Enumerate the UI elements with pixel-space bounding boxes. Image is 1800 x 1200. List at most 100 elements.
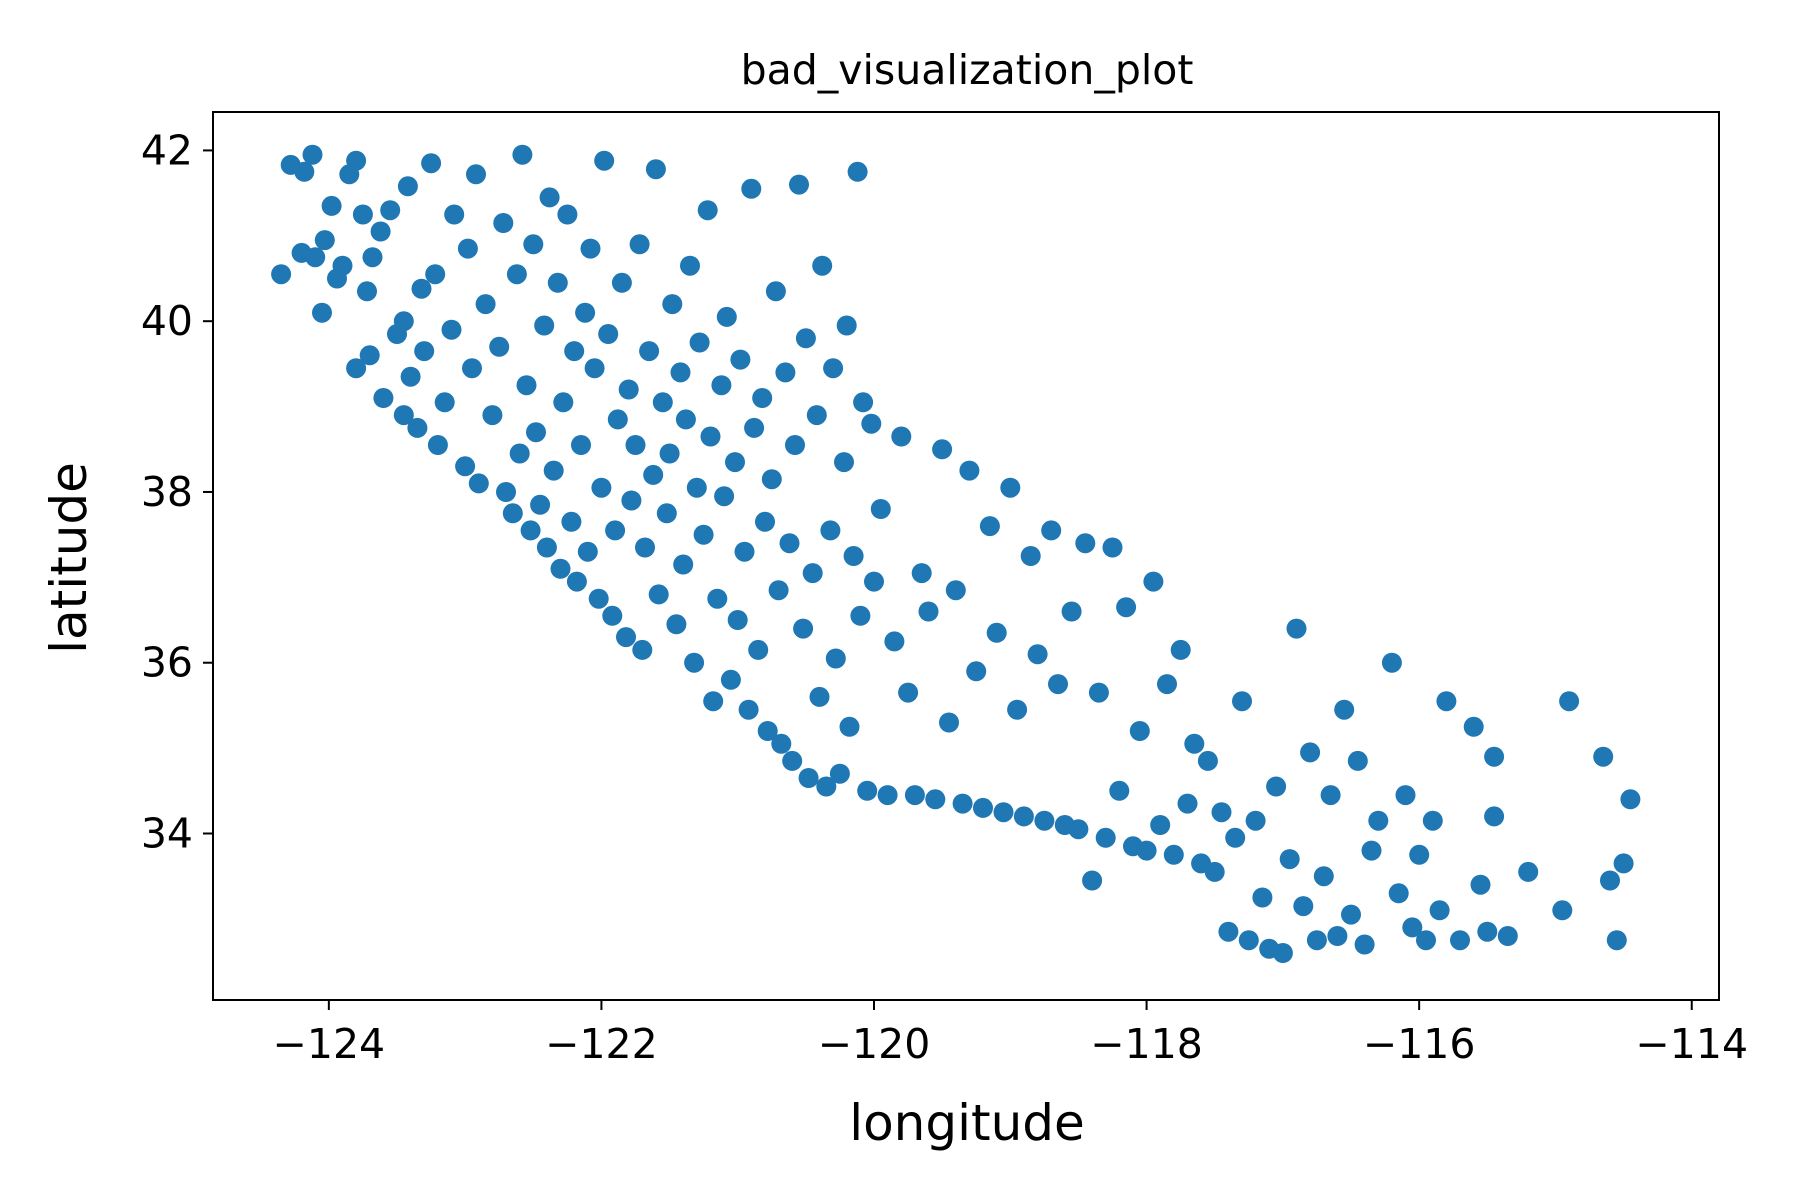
scatter-point [703, 691, 724, 712]
scatter-point [564, 341, 585, 362]
scatter-point [1354, 934, 1375, 955]
scatter-point [1395, 785, 1416, 806]
scatter-point [812, 255, 833, 276]
scatter-point [462, 358, 482, 379]
scatter-point [425, 264, 446, 285]
scatter-point [1313, 866, 1334, 887]
scatter-point [1177, 793, 1198, 814]
scatter-point [332, 255, 353, 276]
scatter-point [496, 482, 516, 502]
scatter-point [752, 388, 773, 408]
scatter-point [716, 306, 737, 327]
scatter-point [1436, 691, 1457, 712]
scatter-point [680, 255, 700, 276]
scatter-point [714, 486, 735, 507]
scatter-point [782, 750, 803, 771]
scatter-point [1238, 930, 1259, 951]
scatter-point [793, 618, 814, 639]
scatter-point [373, 388, 394, 408]
scatter-point [1048, 674, 1068, 695]
scatter-point [362, 247, 383, 268]
scatter-point [1327, 926, 1348, 946]
y-axis-ticks: 34 36 38 40 42 [141, 126, 213, 858]
scatter-point [321, 195, 342, 216]
y-tick-label: 36 [141, 639, 193, 687]
scatter-point [1150, 815, 1171, 835]
scatter-point [543, 460, 564, 481]
scatter-point [952, 793, 973, 814]
scatter-point [829, 763, 850, 784]
scatter-point [635, 537, 655, 558]
scatter-point [659, 443, 680, 464]
scatter-point [768, 580, 789, 601]
scatter-point [1109, 780, 1130, 801]
scatter-point [621, 490, 642, 511]
chart-title: bad_visualization_plot [741, 46, 1194, 94]
scatter-point [1225, 827, 1246, 848]
scatter-point [1204, 861, 1225, 882]
scatter-point [1306, 930, 1327, 951]
y-axis-label: latitude [40, 462, 98, 654]
scatter-point [809, 686, 830, 707]
scatter-point [598, 324, 619, 344]
x-tick-label: −120 [818, 1020, 931, 1068]
scatter-point [853, 392, 874, 413]
scatter-point [1422, 810, 1443, 831]
x-tick-label: −114 [1635, 1020, 1748, 1068]
scatter-point [1606, 930, 1627, 951]
scatter-point [689, 332, 710, 353]
scatter-point [727, 610, 748, 630]
scatter-point [1552, 900, 1573, 921]
scatter-point [305, 247, 326, 268]
scatter-point [1518, 861, 1539, 882]
scatter-point [1129, 721, 1150, 741]
scatter-point [785, 435, 805, 455]
scatter-point [1416, 930, 1436, 951]
scatter-point [730, 349, 751, 370]
scatter-point [1300, 742, 1321, 763]
scatter-point [1211, 802, 1232, 823]
scatter-point [1361, 840, 1382, 861]
scatter-point [302, 144, 323, 165]
scatter-point [725, 452, 745, 473]
scatter-point [670, 362, 691, 383]
scatter-point [294, 161, 315, 182]
scatter-point [1497, 926, 1518, 946]
scatter-point [455, 456, 476, 477]
scatter-point [632, 639, 653, 660]
scatter-point [575, 302, 596, 323]
scatter-point [1477, 921, 1498, 942]
scatter-point [1341, 904, 1361, 925]
scatter-point [850, 605, 871, 626]
scatter-point [898, 682, 919, 703]
scatter-point [945, 580, 966, 601]
scatter-point [550, 558, 571, 579]
scatter-point [765, 281, 786, 302]
scatter-point [1272, 943, 1293, 963]
scatter-point [932, 439, 953, 460]
scatter-point [1559, 691, 1580, 712]
scatter-point [861, 413, 882, 434]
scatter-point [1409, 844, 1430, 865]
scatter-point [584, 358, 605, 379]
scatter-point [711, 375, 732, 396]
scatter-point [1600, 870, 1620, 891]
scatter-point [421, 153, 442, 174]
scatter-point [530, 494, 551, 515]
scatter-point [411, 278, 432, 299]
scatter-point [925, 789, 946, 810]
scatter-point [918, 601, 939, 622]
x-axis-ticks: −124 −122 −120 −118 −116 −114 [273, 1000, 1748, 1068]
scatter-point [734, 541, 755, 562]
scatter-point [1075, 533, 1096, 554]
scatter-point [346, 150, 367, 171]
scatter-point [993, 802, 1014, 823]
scatter-point [1157, 674, 1177, 695]
scatter-point [1381, 652, 1402, 673]
scatter-point [357, 281, 377, 302]
scatter-point [539, 187, 560, 208]
scatter-point [536, 537, 557, 558]
scatter-point [839, 716, 860, 737]
scatter-point [1143, 571, 1164, 592]
scatter-point [1041, 520, 1062, 541]
